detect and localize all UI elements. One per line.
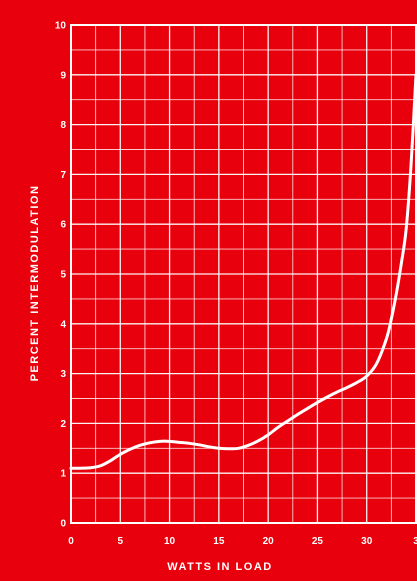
x-tick-label: 5 (118, 536, 124, 547)
y-tick-label: 4 (60, 319, 66, 330)
y-tick-label: 10 (55, 21, 67, 32)
series-line-0 (69, 73, 417, 470)
series-layer (69, 73, 417, 470)
y-tick-label: 1 (60, 469, 66, 480)
y-tick-label: 9 (60, 70, 66, 81)
y-tick-label: 7 (60, 170, 66, 181)
y-axis-title: PERCENT INTERMODULATION (29, 185, 41, 382)
x-tick-label: 20 (263, 536, 275, 547)
x-axis-title: WATTS IN LOAD (167, 561, 272, 573)
y-tick-label: 3 (60, 369, 66, 380)
y-tick-label: 0 (60, 519, 66, 530)
x-tick-label: 25 (312, 536, 324, 547)
y-tick-label: 5 (60, 270, 66, 281)
y-tick-label: 6 (60, 220, 66, 231)
y-tick-label: 8 (60, 120, 66, 131)
x-tick-label: 30 (361, 536, 373, 547)
x-tick-label: 3 (413, 536, 417, 547)
x-tick-label: 15 (213, 536, 225, 547)
grid (70, 24, 417, 524)
x-tick-label: 10 (164, 536, 176, 547)
plot-frame (70, 24, 417, 524)
y-tick-label: 2 (60, 419, 66, 430)
x-tick-label: 0 (68, 536, 74, 547)
